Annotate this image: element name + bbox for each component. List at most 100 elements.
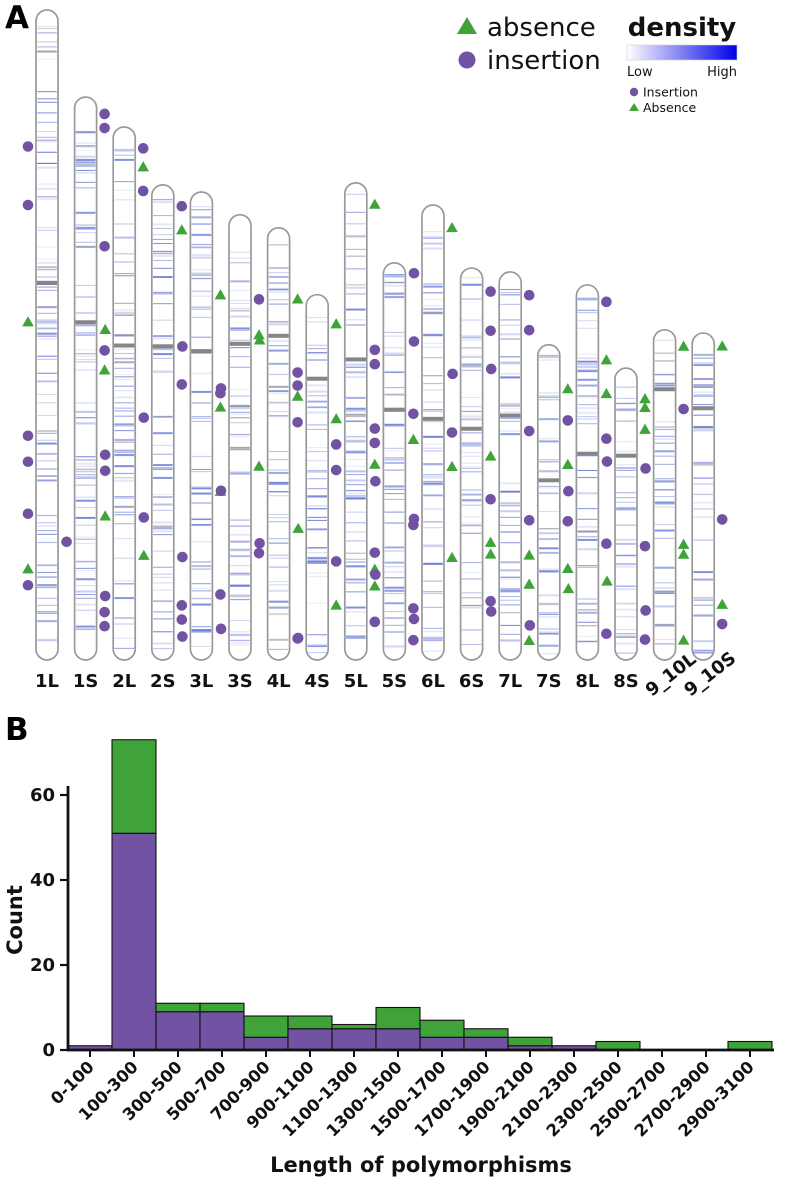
centromere [152, 344, 173, 349]
bar-absence-700-900 [243, 1015, 289, 1038]
bar-absence-1300-1500 [375, 1006, 421, 1030]
chromosome-1L [22, 9, 59, 661]
insertion-marker [601, 296, 612, 308]
insertion-marker [22, 199, 34, 211]
insertion-marker [562, 515, 574, 527]
density-bands [538, 354, 559, 655]
absence-marker [562, 383, 574, 394]
bar-insertion-500-700 [199, 1011, 245, 1051]
insertion-small-legend-label: Insertion [643, 85, 698, 100]
insertion-marker [99, 122, 110, 134]
absence-marker [253, 460, 265, 471]
insertion-marker [640, 463, 651, 474]
bar-insertion-1100-1300 [331, 1028, 377, 1051]
insertion-marker [485, 494, 496, 505]
chromosome-outline [575, 284, 600, 661]
chromosome-1S [61, 96, 111, 661]
insertion-marker [678, 403, 689, 415]
absence-marker [369, 458, 381, 469]
insertion-marker [292, 416, 303, 428]
absence-marker [253, 329, 265, 340]
insertion-marker [99, 620, 110, 632]
insertion-marker [485, 363, 497, 375]
absence-marker [639, 401, 651, 412]
insertion-marker [716, 514, 728, 525]
density-bands [152, 199, 173, 650]
chromosome-outline [652, 328, 677, 661]
absence-marker [292, 522, 304, 533]
insertion-marker [369, 437, 381, 449]
insertion-marker [563, 485, 574, 497]
chromosome-label-4S: 4S [304, 671, 330, 692]
insertion-legend-icon [458, 51, 476, 69]
bar-absence-1700-1900 [463, 1028, 509, 1038]
absence-legend-label: absence [487, 13, 596, 43]
chromosome-label-2L: 2L [112, 671, 136, 692]
insertion-marker [22, 430, 34, 442]
density-bands [500, 288, 521, 642]
chromosome-outline [421, 204, 445, 661]
density-bands [422, 231, 444, 652]
absence-marker [562, 458, 574, 469]
absence-marker [22, 316, 34, 327]
insertion-marker [370, 475, 381, 487]
density-bands [577, 297, 598, 643]
insertion-marker [138, 412, 150, 423]
chromosome-8L [562, 284, 613, 661]
absence-small-legend-label: Absence [643, 100, 696, 115]
chromosome-label-8S: 8S [613, 671, 639, 692]
insertion-marker [99, 108, 110, 120]
bar-insertion-900-1100 [287, 1028, 333, 1051]
insertion-marker [215, 383, 227, 394]
absence-marker [562, 562, 574, 573]
centromere [577, 451, 598, 456]
chromosome-outline [305, 293, 330, 661]
absence-marker [677, 340, 690, 351]
centromere [500, 413, 521, 418]
chromosome-9_10L [640, 328, 690, 661]
chromosome-4S [292, 293, 342, 661]
y-tick-label-60: 60 [30, 785, 55, 806]
chromosome-2S [138, 184, 188, 661]
absence-marker [369, 580, 381, 591]
insertion-marker [137, 143, 149, 154]
absence-marker [716, 340, 728, 351]
centromere [36, 281, 58, 285]
insertion-marker [369, 616, 381, 628]
bar-absence-1500-1700 [419, 1019, 465, 1038]
absence-marker [99, 323, 111, 334]
absence-marker [291, 390, 304, 401]
centromere [654, 387, 675, 392]
length-histogram-panel: 0-100100-300300-500500-700700-900900-110… [3, 739, 774, 1177]
centromere [191, 349, 212, 354]
chromosome-outline [35, 9, 59, 661]
chromosome-6S [447, 267, 497, 661]
absence-marker [99, 510, 111, 521]
insertion-marker [485, 286, 496, 297]
insertion-marker [408, 408, 419, 420]
centromere [615, 453, 637, 458]
absence-marker [446, 551, 458, 563]
chromosome-label-6L: 6L [421, 671, 445, 692]
density-high-label: High [707, 65, 737, 80]
insertion-marker [408, 634, 419, 646]
bar-insertion-1300-1500 [375, 1028, 421, 1051]
chromosome-8S [601, 367, 651, 661]
insertion-marker [330, 556, 342, 567]
density-bands [693, 353, 714, 654]
insertion-marker [138, 512, 150, 523]
insertion-marker [215, 485, 227, 497]
bar-insertion-100-300 [111, 832, 157, 1051]
insertion-marker [485, 325, 496, 337]
chromosome-6L [408, 204, 458, 661]
absence-marker [639, 392, 651, 404]
centromere [345, 357, 366, 362]
bar-absence-500-700 [199, 1002, 245, 1013]
absence-marker [484, 548, 497, 559]
centromere [422, 416, 444, 421]
chromosome-label-3L: 3L [189, 671, 213, 692]
centromere [307, 376, 328, 381]
insertion-marker [253, 547, 265, 559]
density-bands [36, 26, 58, 642]
